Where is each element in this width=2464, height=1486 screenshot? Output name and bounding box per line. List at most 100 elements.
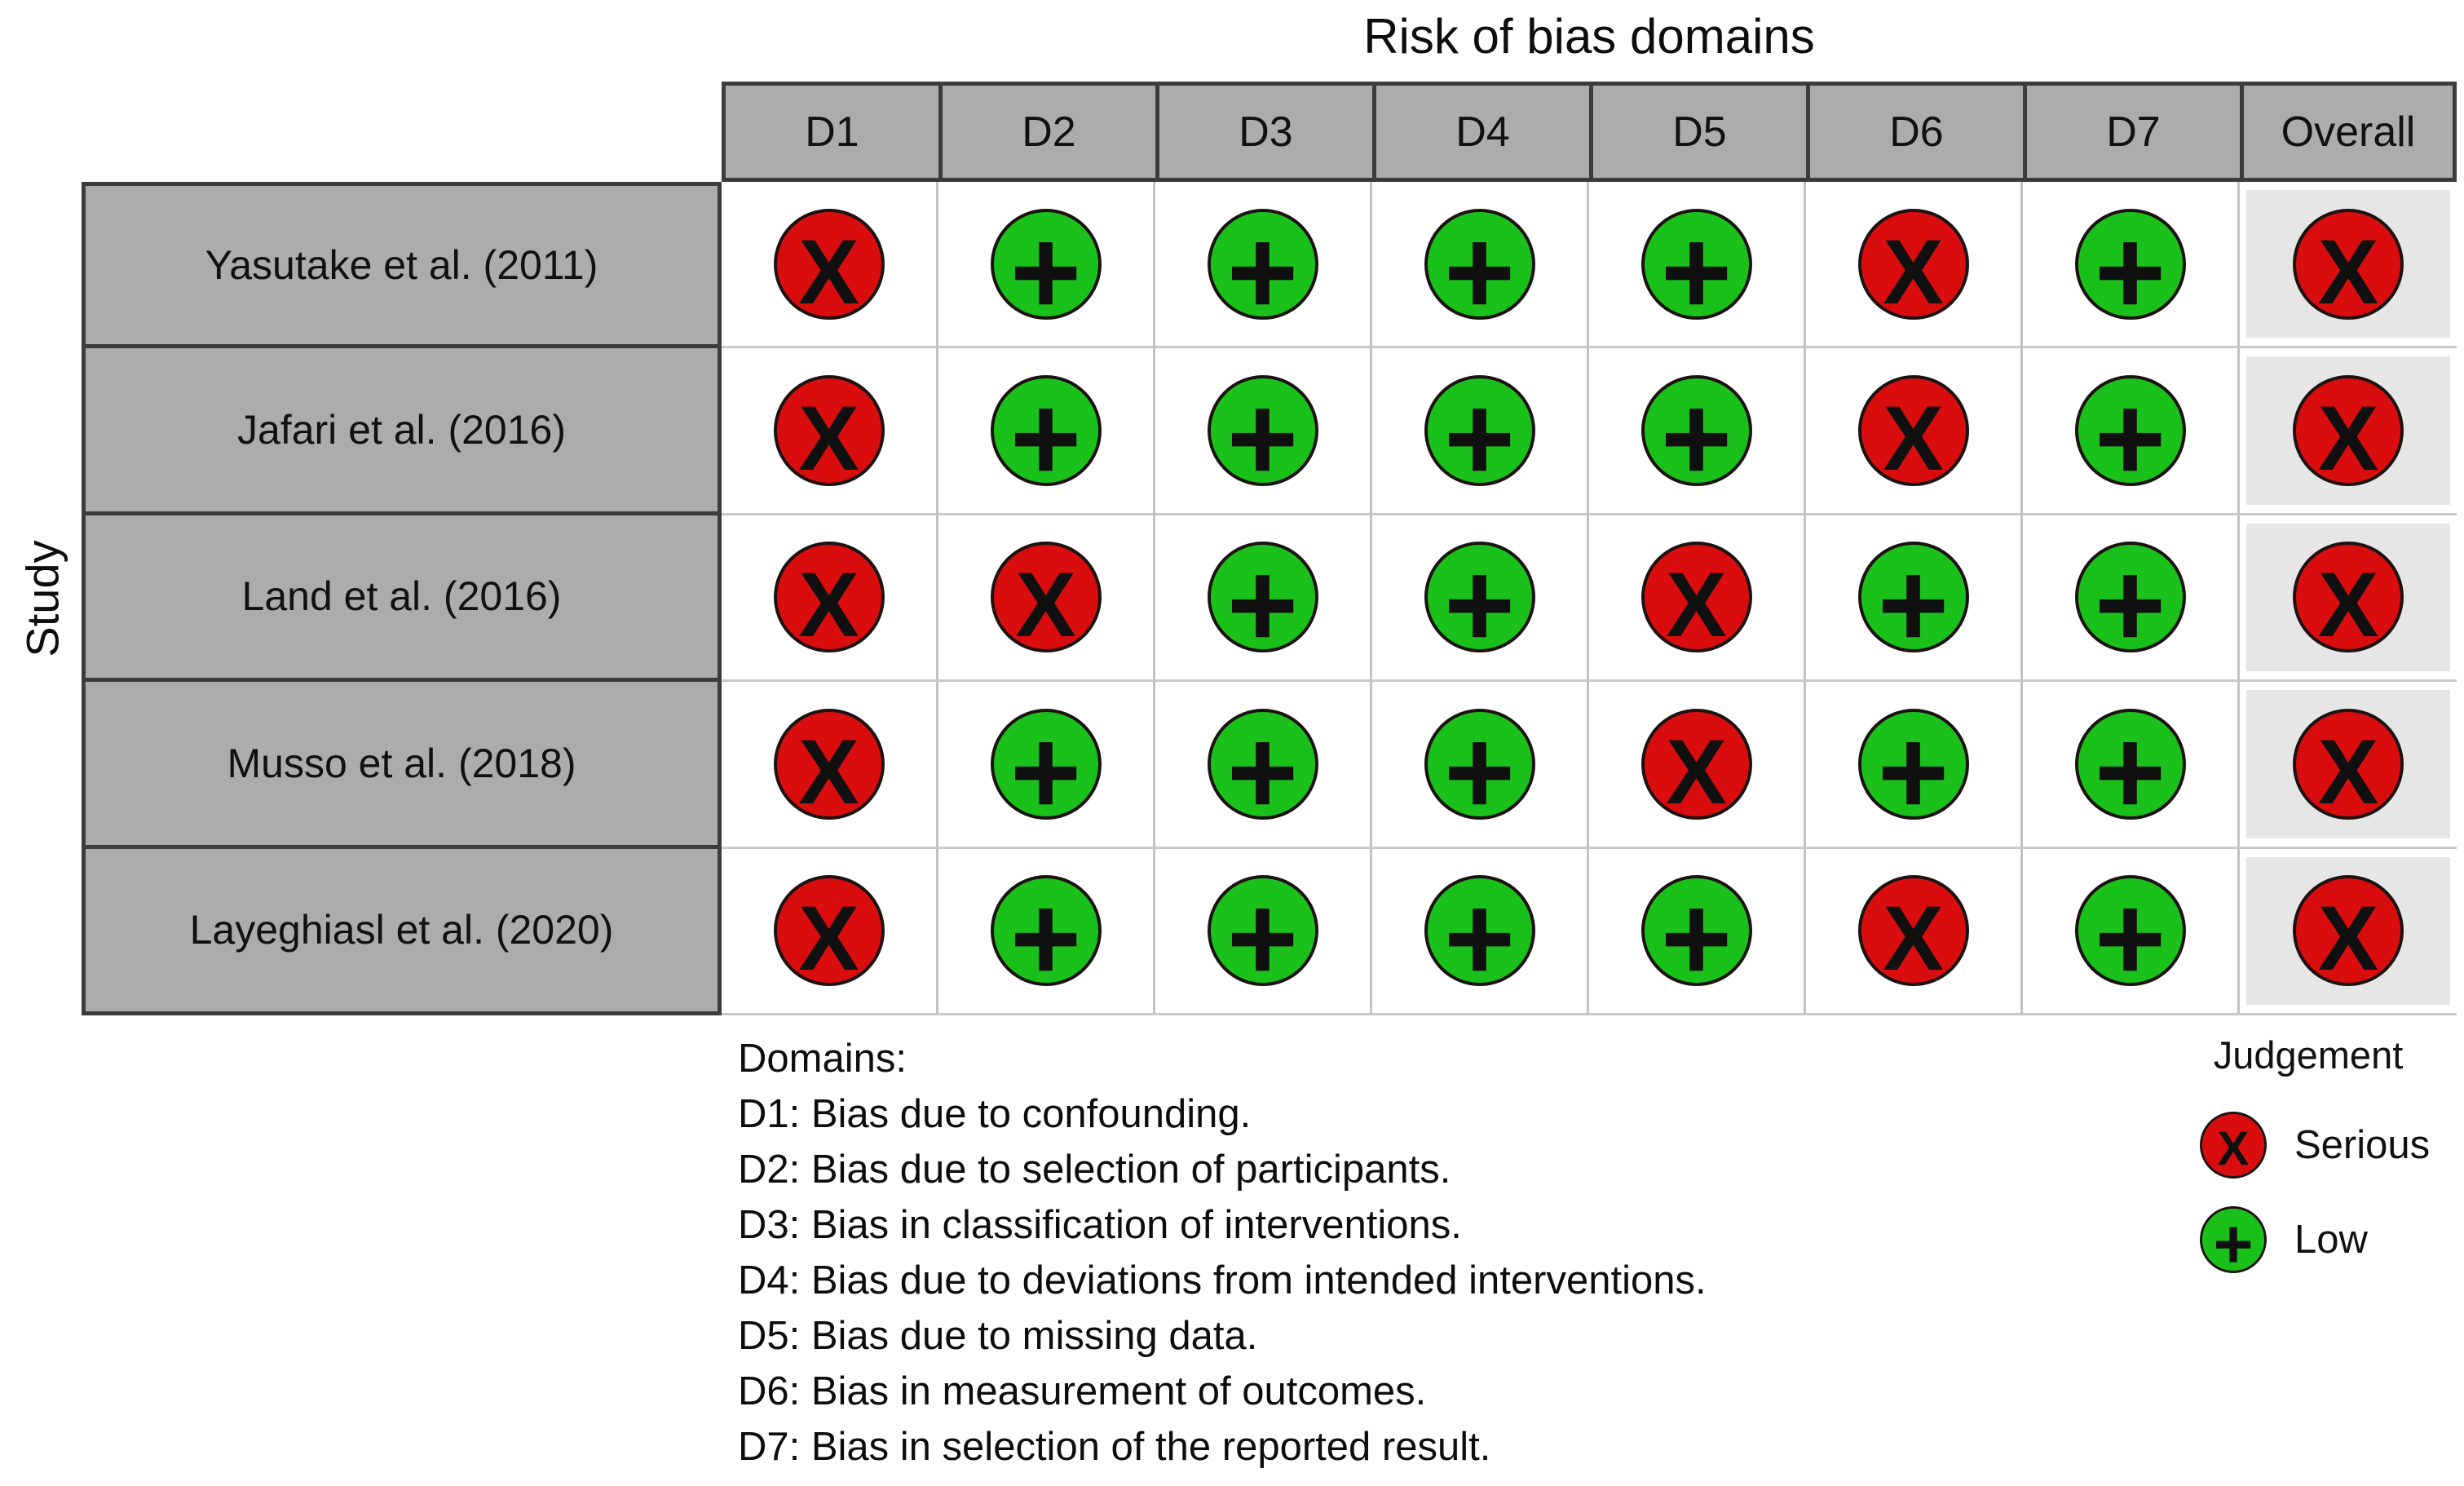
low-symbol: + [1226, 202, 1299, 340]
serious-symbol: X [798, 220, 859, 323]
low-icon: + [1424, 542, 1535, 666]
low-symbol: + [2094, 702, 2166, 840]
domains-heading: Domains: [738, 1037, 907, 1081]
judgement-cell: X [2240, 348, 2457, 515]
serious-icon: X [2293, 708, 2404, 820]
column-header-d1: D1 [722, 82, 938, 182]
judgement-cell: X [722, 182, 938, 349]
judgement-cell: + [1155, 182, 1372, 349]
serious-symbol: X [1015, 554, 1076, 657]
low-icon: + [1640, 208, 1752, 333]
judgement-legend-rows: X Serious + Low [2153, 1112, 2464, 1278]
judgement-cell: X [722, 848, 938, 1015]
judgement-cell: X [938, 515, 1155, 683]
low-icon: + [1207, 542, 1318, 666]
low-icon: + [1207, 208, 1318, 333]
low-symbol: + [2094, 869, 2166, 1007]
low-icon: + [1207, 875, 1318, 999]
judgement-cell: + [938, 348, 1155, 515]
low-symbol: + [1877, 536, 1950, 674]
judgement-legend-heading: Judgement [2213, 1033, 2404, 1077]
judgement-cell: + [1806, 682, 2023, 849]
judgement-legend-row: + Low [2200, 1206, 2464, 1278]
low-icon: + [1424, 875, 1535, 999]
domain-definition: D1: Bias due to confounding. [738, 1092, 1252, 1136]
serious-symbol: X [2317, 887, 2379, 990]
low-symbol: + [1009, 869, 1082, 1007]
low-symbol: + [1443, 536, 1516, 674]
domain-definition: D5: Bias due to missing data. [738, 1314, 1258, 1358]
judgement-cell: + [1589, 182, 1806, 349]
domain-definition: D6: Bias in measurement of outcomes. [738, 1369, 1427, 1413]
low-icon: + [1640, 875, 1752, 999]
domain-definition: D3: Bias in classification of interventi… [738, 1203, 1462, 1247]
low-symbol: + [1443, 869, 1516, 1007]
low-symbol: + [2094, 202, 2166, 340]
judgement-cell: + [1155, 515, 1372, 683]
serious-icon: X [773, 708, 885, 820]
low-icon: + [1857, 708, 1969, 833]
judgement-cell: + [938, 182, 1155, 349]
low-icon: + [1424, 375, 1535, 499]
serious-icon: X [1640, 708, 1752, 820]
low-symbol: + [1660, 369, 1733, 507]
serious-symbol: X [798, 554, 859, 657]
serious-symbol: X [798, 887, 859, 990]
low-icon: + [1424, 708, 1535, 833]
judgement-cell: X [1589, 682, 1806, 849]
serious-symbol: X [1883, 387, 1944, 490]
serious-symbol: X [798, 387, 859, 490]
judgement-cell: X [1806, 348, 2023, 515]
serious-icon: X [1857, 375, 1969, 490]
low-icon: + [990, 708, 1102, 833]
serious-symbol: X [1883, 220, 1944, 323]
serious-symbol: X [1883, 887, 1944, 990]
judgement-cell: + [2023, 682, 2240, 849]
low-icon: + [990, 375, 1102, 499]
judgement-cell: + [1372, 848, 1589, 1015]
low-symbol: + [1226, 369, 1299, 507]
judgement-cell: X [2240, 682, 2457, 849]
judgement-cell: X [2240, 848, 2457, 1015]
low-symbol: + [1443, 202, 1516, 340]
low-symbol: + [1443, 369, 1516, 507]
judgement-legend: Judgement X Serious + Low [2153, 1033, 2464, 1301]
judgement-cell: X [2240, 182, 2457, 349]
study-label: Jafari et al. (2016) [82, 348, 722, 515]
domains-legend: Domains: D1: Bias due to confounding. D2:… [738, 1031, 1707, 1475]
judgement-cell: + [938, 682, 1155, 849]
column-header-overall: Overall [2240, 82, 2457, 182]
serious-symbol: X [2317, 220, 2379, 323]
judgement-cell: + [1155, 682, 1372, 849]
rob-table: D1 D2 D3 D4 D5 D6 D7 Overall Yasutake et al. (20… [82, 82, 2457, 1015]
low-icon: + [2074, 708, 2186, 833]
judgement-cell: X [722, 348, 938, 515]
judgement-cell: X [1589, 515, 1806, 683]
study-label: Musso et al. (2018) [82, 682, 722, 849]
column-header-d6: D6 [1806, 82, 2023, 182]
serious-icon: X [990, 542, 1102, 657]
legend-serious-icon: X [2200, 1112, 2267, 1179]
study-label: Yasutake et al. (2011) [82, 182, 722, 349]
judgement-cell: X [1806, 848, 2023, 1015]
serious-icon: X [2293, 542, 2404, 653]
column-header-d5: D5 [1589, 82, 1806, 182]
column-header-d7: D7 [2023, 82, 2240, 182]
judgement-cell: X [2240, 515, 2457, 683]
low-icon: + [2074, 542, 2186, 666]
table-corner-spacer [82, 82, 722, 182]
judgement-cell: + [1372, 348, 1589, 515]
low-icon: + [2074, 208, 2186, 333]
serious-icon: X [773, 375, 885, 490]
serious-icon: X [2293, 375, 2404, 487]
study-axis-label: Study [16, 540, 68, 657]
low-icon: + [2074, 375, 2186, 499]
low-icon: + [1207, 375, 1318, 499]
judgement-cell: + [1155, 848, 1372, 1015]
judgement-cell: X [722, 682, 938, 849]
judgement-cell: + [2023, 182, 2240, 349]
judgement-cell: + [1372, 515, 1589, 683]
serious-icon: X [773, 875, 885, 990]
serious-icon: X [2293, 208, 2404, 323]
